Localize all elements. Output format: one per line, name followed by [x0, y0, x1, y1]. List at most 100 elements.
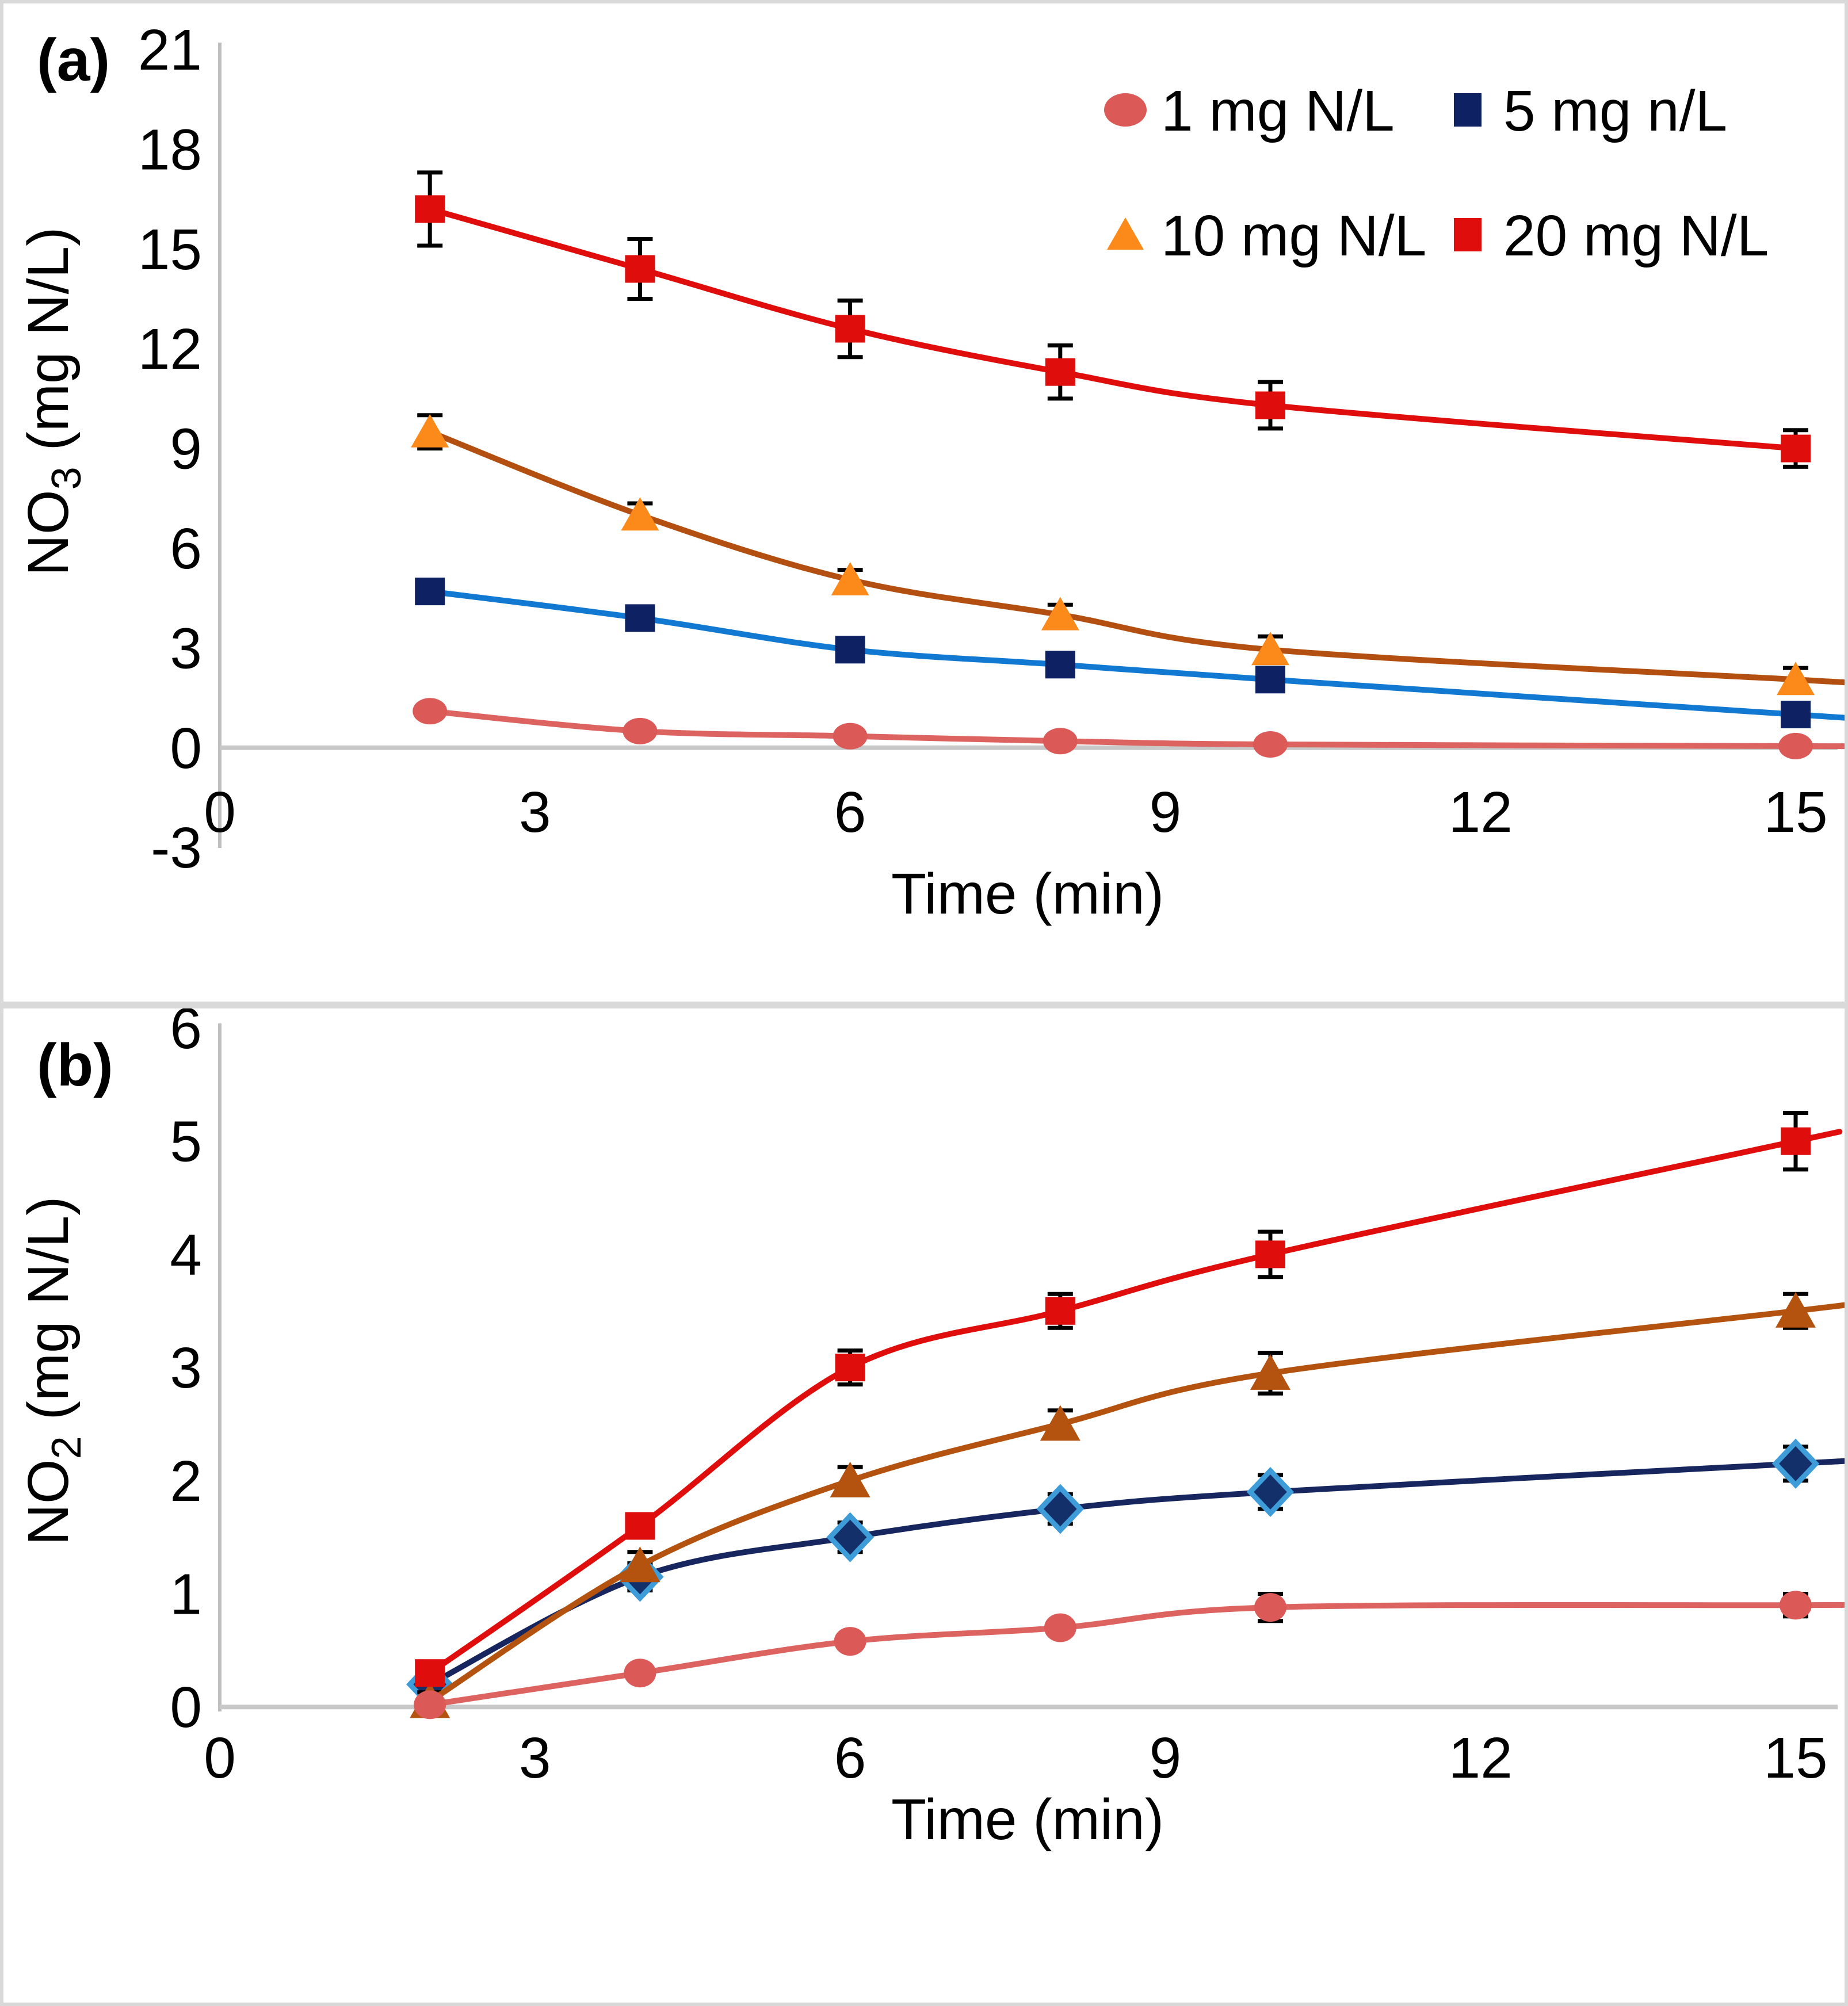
- data-point-triangle: [1040, 1405, 1080, 1441]
- legend-label: 1 mg N/L: [1161, 79, 1395, 143]
- y-tick-label: 12: [138, 317, 202, 381]
- y-tick-label: 6: [170, 517, 202, 581]
- data-point-square: [835, 636, 865, 664]
- data-point-circle: [833, 723, 868, 750]
- series-10-mg-n-l: [410, 1292, 1845, 1718]
- y-tick-label: 4: [170, 1222, 202, 1287]
- data-point-circle: [1043, 728, 1078, 755]
- y-axis-title: NO3 (mg N/L): [16, 227, 90, 576]
- y-tick-label: 6: [170, 1008, 202, 1061]
- x-tick-label: 15: [1763, 1726, 1827, 1790]
- trend-line: [427, 1602, 1845, 1708]
- data-point-circle: [413, 698, 448, 725]
- data-point-circle: [1778, 732, 1813, 759]
- legend-square-icon: [1454, 218, 1482, 251]
- series-5-mg-n-l: [415, 578, 1845, 728]
- data-point-triangle: [411, 414, 449, 448]
- data-point-square: [625, 255, 655, 283]
- series-20-mg-n-l: [415, 170, 1811, 469]
- data-point-square: [415, 195, 445, 223]
- data-point-triangle: [831, 561, 869, 595]
- x-tick-label: 12: [1449, 1726, 1513, 1790]
- x-axis-title: Time (min): [891, 862, 1164, 926]
- data-point-triangle: [1041, 597, 1079, 631]
- panel-a-label: (a): [37, 27, 110, 94]
- legend-item: 10 mg N/L: [1107, 204, 1426, 268]
- data-point-square: [1255, 1240, 1285, 1268]
- data-point-square: [835, 315, 865, 343]
- y-tick-label: 0: [170, 716, 202, 781]
- data-point-square: [1045, 358, 1075, 386]
- panel-b: (b) 6 5 4 3 2 1 0 0 3 6 9 12 15 Time (min) NO2 (mg N/L…: [3, 1008, 1845, 2003]
- data-point-square: [835, 1354, 865, 1382]
- legend-item: 20 mg N/L: [1454, 204, 1769, 268]
- series-1-mg-n-l: [414, 1591, 1845, 1720]
- y-tick-label: 3: [170, 616, 202, 681]
- y-tick-label: 21: [138, 18, 202, 82]
- x-axis-title: Time (min): [891, 1787, 1164, 1852]
- data-point-diamond: [826, 1512, 874, 1562]
- data-point-triangle: [830, 1461, 870, 1497]
- data-point-square: [1255, 666, 1285, 694]
- series-10-mg-n-l: [411, 413, 1845, 696]
- data-point-circle: [834, 1627, 866, 1656]
- data-point-triangle: [1250, 1354, 1290, 1390]
- data-point-triangle: [1777, 662, 1815, 696]
- x-tick-label: 9: [1150, 1726, 1182, 1790]
- legend-triangle-icon: [1107, 217, 1144, 250]
- series-20-mg-n-l: [415, 1111, 1843, 1687]
- y-tick-label: 18: [138, 117, 202, 182]
- x-tick-label: 0: [204, 1726, 236, 1790]
- data-point-circle: [1253, 731, 1288, 758]
- y-tick-label: 0: [170, 1675, 202, 1740]
- legend-item: 5 mg n/L: [1454, 79, 1727, 143]
- x-tick-label: 6: [834, 1726, 866, 1790]
- legend: 1 mg N/L 5 mg n/L 10 mg N/L 20 mg N/L: [1104, 79, 1769, 268]
- data-point-triangle: [1251, 632, 1289, 666]
- y-tick-label: 9: [170, 417, 202, 482]
- data-point-diamond: [1036, 1484, 1084, 1534]
- data-point-square: [625, 1512, 655, 1540]
- legend-square-icon: [1454, 93, 1482, 127]
- y-tick-label: 3: [170, 1336, 202, 1400]
- data-point-square: [1781, 701, 1811, 728]
- legend-label: 20 mg N/L: [1503, 204, 1769, 268]
- data-point-triangle: [620, 1546, 660, 1583]
- data-point-diamond: [1771, 1438, 1820, 1489]
- x-tick-label: 12: [1449, 780, 1513, 845]
- legend-label: 5 mg n/L: [1503, 79, 1727, 143]
- data-point-square: [1045, 1297, 1075, 1325]
- data-point-circle: [624, 1659, 656, 1688]
- x-tick-label: 3: [519, 1726, 551, 1790]
- data-point-circle: [1044, 1613, 1076, 1642]
- y-tick-label: 5: [170, 1110, 202, 1174]
- x-tick-label: 9: [1150, 780, 1182, 845]
- legend-label: 10 mg N/L: [1161, 204, 1426, 268]
- panel-a: (a) 21 18 15 12 9 6 3 0 -3 0 3 6 9 12 15 Time (min) NO3 …: [3, 3, 1845, 1002]
- y-tick-label: -3: [151, 816, 202, 880]
- data-point-square: [1781, 434, 1811, 463]
- data-point-triangle: [1776, 1292, 1816, 1328]
- data-point-square: [1255, 391, 1285, 419]
- y-tick-label: 2: [170, 1449, 202, 1514]
- x-tick-label: 6: [834, 780, 866, 845]
- series-1-mg-n-l: [413, 698, 1845, 759]
- data-point-circle: [623, 717, 658, 744]
- data-point-square: [1781, 1127, 1811, 1155]
- data-point-triangle: [621, 497, 659, 531]
- panel-b-label: (b): [37, 1032, 113, 1099]
- data-point-square: [1045, 651, 1075, 679]
- data-point-square: [415, 578, 445, 606]
- data-point-circle: [1254, 1593, 1286, 1622]
- x-tick-label: 0: [204, 780, 236, 845]
- x-tick-label: 3: [519, 780, 551, 845]
- data-point-diamond: [1246, 1466, 1295, 1518]
- data-point-square: [625, 604, 655, 632]
- data-point-circle: [1780, 1591, 1812, 1620]
- legend-circle-icon: [1104, 93, 1147, 127]
- y-axis-title: NO2 (mg N/L): [16, 1197, 90, 1546]
- y-tick-label: 15: [138, 217, 202, 282]
- panel-b-chart: 6 5 4 3 2 1 00 3 6 9 12 15 Time (min) NO2 (mg N/L): [16, 1008, 1845, 1852]
